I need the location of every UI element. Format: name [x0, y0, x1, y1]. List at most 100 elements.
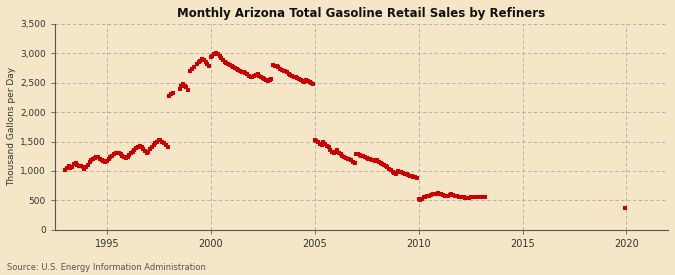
Point	[74, 163, 84, 168]
Point	[67, 165, 78, 169]
Point	[370, 159, 381, 163]
Point	[434, 192, 445, 196]
Point	[105, 155, 116, 159]
Point	[275, 66, 286, 71]
Point	[285, 73, 296, 77]
Point	[372, 158, 383, 163]
Point	[250, 73, 261, 77]
Point	[435, 192, 446, 197]
Point	[394, 169, 405, 174]
Point	[385, 167, 396, 172]
Point	[143, 149, 154, 154]
Point	[195, 59, 206, 63]
Point	[316, 143, 327, 147]
Point	[238, 70, 249, 74]
Point	[174, 86, 185, 91]
Point	[396, 170, 407, 174]
Point	[381, 164, 392, 169]
Point	[79, 166, 90, 171]
Point	[424, 193, 435, 198]
Point	[207, 53, 218, 58]
Point	[252, 72, 263, 76]
Point	[126, 151, 136, 155]
Point	[214, 54, 225, 59]
Point	[240, 71, 251, 76]
Point	[245, 75, 256, 79]
Point	[330, 150, 341, 154]
Point	[81, 165, 92, 170]
Point	[63, 164, 74, 169]
Point	[244, 73, 254, 78]
Point	[323, 145, 334, 150]
Point	[401, 172, 412, 177]
Point	[398, 171, 408, 175]
Point	[88, 157, 99, 161]
Point	[97, 158, 107, 162]
Point	[254, 73, 265, 78]
Point	[269, 64, 280, 68]
Point	[382, 165, 393, 170]
Point	[84, 160, 95, 164]
Point	[212, 52, 223, 57]
Point	[418, 195, 429, 200]
Point	[446, 192, 457, 197]
Point	[363, 156, 374, 161]
Point	[453, 195, 464, 199]
Point	[450, 193, 460, 198]
Point	[300, 78, 311, 82]
Point	[198, 58, 209, 62]
Point	[325, 148, 335, 152]
Point	[304, 80, 315, 84]
Point	[296, 78, 306, 82]
Point	[320, 142, 331, 147]
Point	[339, 155, 350, 159]
Point	[236, 70, 247, 74]
Point	[348, 159, 358, 164]
Point	[431, 191, 441, 196]
Point	[470, 195, 481, 199]
Point	[69, 162, 80, 166]
Point	[119, 155, 130, 159]
Point	[290, 75, 301, 80]
Point	[248, 74, 259, 78]
Point	[103, 156, 114, 161]
Point	[377, 162, 387, 166]
Point	[134, 144, 145, 148]
Point	[225, 63, 236, 67]
Point	[183, 87, 194, 92]
Point	[280, 69, 291, 73]
Point	[122, 155, 133, 160]
Point	[404, 174, 415, 178]
Point	[441, 194, 452, 199]
Point	[219, 59, 230, 64]
Point	[292, 76, 303, 80]
Point	[268, 63, 279, 67]
Point	[223, 62, 234, 66]
Point	[458, 195, 469, 200]
Point	[153, 138, 164, 142]
Point	[157, 139, 168, 144]
Point	[216, 56, 227, 60]
Point	[140, 149, 151, 153]
Point	[186, 66, 197, 71]
Point	[138, 147, 148, 151]
Point	[110, 151, 121, 155]
Point	[82, 163, 93, 167]
Point	[221, 60, 232, 65]
Point	[318, 140, 329, 144]
Point	[389, 171, 400, 175]
Point	[335, 152, 346, 157]
Point	[150, 141, 161, 145]
Point	[358, 154, 369, 158]
Point	[354, 153, 365, 157]
Point	[233, 68, 244, 72]
Point	[456, 195, 467, 199]
Point	[112, 150, 123, 155]
Point	[264, 78, 275, 82]
Point	[462, 196, 472, 200]
Point	[261, 78, 271, 82]
Point	[360, 155, 371, 159]
Point	[128, 149, 138, 154]
Point	[178, 82, 188, 87]
Point	[448, 193, 459, 197]
